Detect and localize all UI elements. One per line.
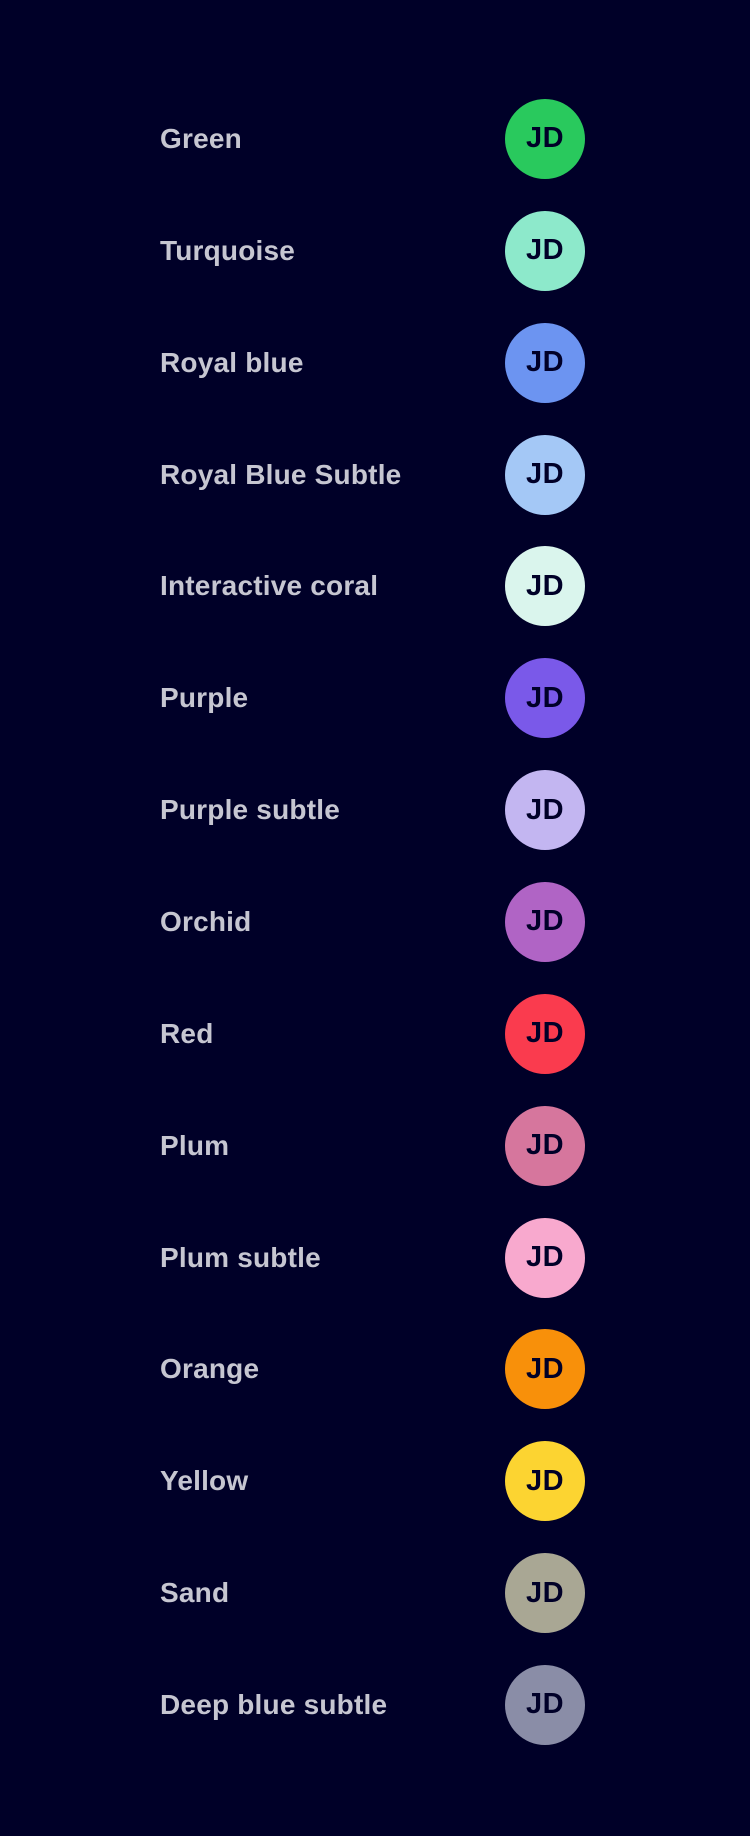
avatar-color-list: Green JD Turquoise JD Royal blue JD Roya… xyxy=(0,83,750,1761)
avatar: JD xyxy=(505,322,585,403)
avatar-initials: JD xyxy=(525,1688,565,1721)
avatar-color-label: Orchid xyxy=(160,905,252,937)
avatar: JD xyxy=(505,1217,585,1298)
avatar-color-label: Royal Blue Subtle xyxy=(160,458,402,490)
avatar-color-label: Red xyxy=(160,1017,214,1049)
avatar-row: Orange JD xyxy=(0,1313,750,1425)
avatar-color-label: Purple subtle xyxy=(160,794,340,826)
avatar-row: Orchid JD xyxy=(0,866,750,978)
avatar: JD xyxy=(505,658,585,739)
avatar-row: Royal Blue Subtle JD xyxy=(0,419,750,531)
avatar-row: Royal blue JD xyxy=(0,307,750,419)
avatar-initials: JD xyxy=(525,1241,565,1274)
avatar-initials: JD xyxy=(525,1576,565,1609)
avatar-initials: JD xyxy=(525,569,565,602)
avatar-initials: JD xyxy=(525,793,565,826)
avatar-initials: JD xyxy=(525,234,565,267)
avatar-row: Turquoise JD xyxy=(0,195,750,307)
avatar-initials: JD xyxy=(525,1464,565,1497)
avatar-row: Yellow JD xyxy=(0,1425,750,1537)
avatar-row: Plum subtle JD xyxy=(0,1202,750,1314)
avatar: JD xyxy=(505,210,585,291)
avatar-row: Plum JD xyxy=(0,1090,750,1202)
avatar-row: Deep blue subtle JD xyxy=(0,1649,750,1761)
avatar-row: Red JD xyxy=(0,978,750,1090)
avatar: JD xyxy=(505,434,585,515)
avatar-row: Purple subtle JD xyxy=(0,754,750,866)
avatar-color-label: Plum xyxy=(160,1129,230,1161)
avatar: JD xyxy=(505,1329,585,1410)
avatar: JD xyxy=(505,1105,585,1186)
avatar-color-label: Sand xyxy=(160,1577,230,1609)
avatar-row: Sand JD xyxy=(0,1537,750,1649)
avatar: JD xyxy=(505,1664,585,1745)
avatar-initials: JD xyxy=(525,1352,565,1385)
avatar-color-label: Interactive coral xyxy=(160,570,379,602)
avatar: JD xyxy=(505,546,585,627)
avatar-initials: JD xyxy=(525,122,565,155)
avatar-initials: JD xyxy=(525,346,565,379)
avatar-initials: JD xyxy=(525,1017,565,1050)
avatar-initials: JD xyxy=(525,458,565,490)
avatar-color-label: Plum subtle xyxy=(160,1241,321,1273)
avatar: JD xyxy=(505,98,585,179)
avatar: JD xyxy=(505,881,585,962)
avatar-color-label: Royal blue xyxy=(160,346,304,378)
avatar-row: Green JD xyxy=(0,83,750,195)
avatar: JD xyxy=(505,770,585,851)
avatar-color-label: Orange xyxy=(160,1353,260,1385)
avatar-color-label: Turquoise xyxy=(160,234,296,266)
avatar: JD xyxy=(505,1441,585,1522)
avatar-row: Interactive coral JD xyxy=(0,530,750,642)
avatar-color-label: Deep blue subtle xyxy=(160,1688,388,1720)
avatar-initials: JD xyxy=(525,905,565,938)
avatar-initials: JD xyxy=(525,681,565,714)
avatar-row: Purple JD xyxy=(0,642,750,754)
avatar-color-label: Yellow xyxy=(160,1465,249,1497)
avatar-initials: JD xyxy=(525,1129,565,1162)
avatar-color-label: Green xyxy=(160,122,242,154)
avatar-color-label: Purple xyxy=(160,682,249,714)
avatar: JD xyxy=(505,993,585,1074)
avatar: JD xyxy=(505,1553,585,1634)
